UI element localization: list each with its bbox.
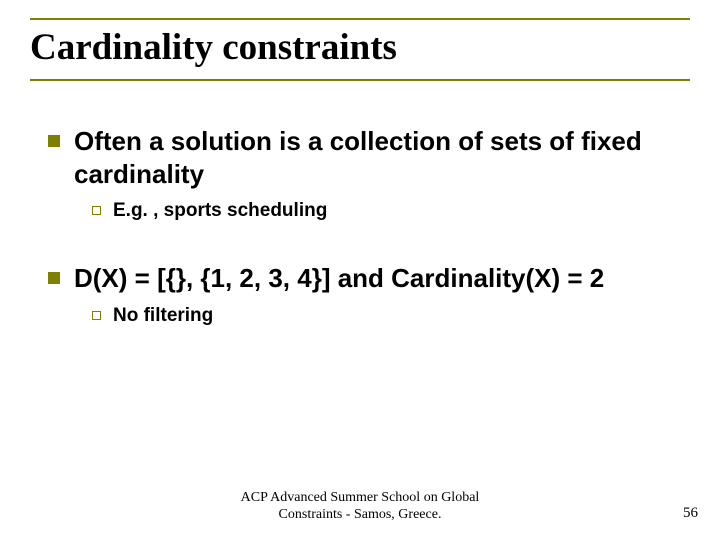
slide-body: Often a solution is a collection of sets… xyxy=(24,125,696,327)
title-divider: Cardinality constraints xyxy=(30,18,690,81)
bullet-level1: Often a solution is a collection of sets… xyxy=(48,125,696,190)
slide-footer: ACP Advanced Summer School on Global Con… xyxy=(0,490,720,524)
square-bullet-icon xyxy=(48,135,60,147)
hollow-square-bullet-icon xyxy=(92,311,101,320)
footer-line1: ACP Advanced Summer School on Global xyxy=(241,490,480,505)
spacer xyxy=(48,252,696,262)
hollow-square-bullet-icon xyxy=(92,206,101,215)
footer-line2: Constraints - Samos, Greece. xyxy=(279,507,442,522)
bullet-text: E.g. , sports scheduling xyxy=(113,200,327,222)
bullet-level1: D(X) = [{}, {1, 2, 3, 4}] and Cardinalit… xyxy=(48,262,696,295)
slide-title: Cardinality constraints xyxy=(30,26,690,69)
footer-text: ACP Advanced Summer School on Global Con… xyxy=(241,490,480,524)
bullet-text: Often a solution is a collection of sets… xyxy=(74,125,696,190)
bullet-text: D(X) = [{}, {1, 2, 3, 4}] and Cardinalit… xyxy=(74,262,604,295)
square-bullet-icon xyxy=(48,272,60,284)
page-number: 56 xyxy=(683,505,698,522)
bullet-level2: No filtering xyxy=(92,305,696,327)
bullet-level2: E.g. , sports scheduling xyxy=(92,200,696,222)
slide: Cardinality constraints Often a solution… xyxy=(0,0,720,540)
bullet-text: No filtering xyxy=(113,305,213,327)
